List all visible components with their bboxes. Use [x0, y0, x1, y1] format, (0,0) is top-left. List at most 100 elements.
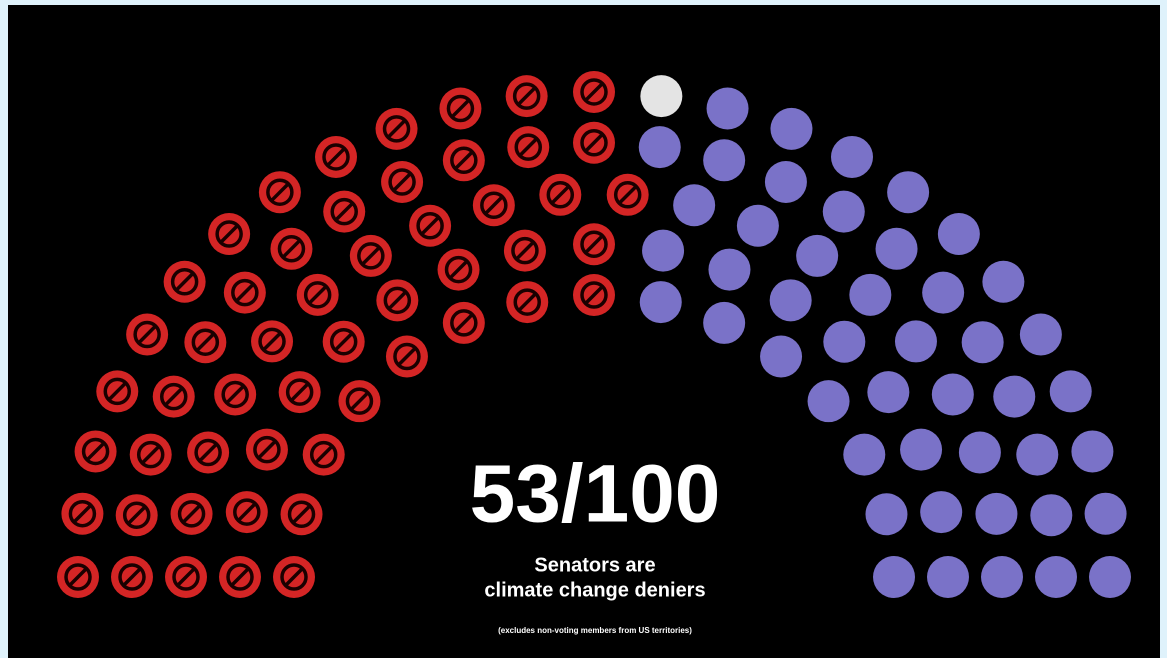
seat-dot [982, 260, 1025, 303]
seat [170, 492, 213, 535]
seat [887, 171, 930, 214]
seat-icon-slash [349, 391, 370, 411]
seat [223, 271, 266, 314]
seat [796, 234, 839, 277]
seat [769, 279, 812, 322]
seat-icon-ring [580, 230, 608, 258]
seat-icon-slash [237, 502, 257, 522]
seat [736, 204, 779, 247]
seat [219, 556, 261, 598]
seat-icon-slash [450, 98, 471, 119]
seat [507, 126, 550, 169]
seat-icon-slash [313, 444, 334, 465]
seat [822, 190, 865, 233]
seat [214, 373, 257, 416]
seat-icon-ring [233, 498, 261, 526]
seat-dot [887, 171, 930, 214]
seat-icon-ring [383, 286, 412, 315]
seat [270, 227, 313, 270]
seat [442, 301, 485, 344]
seat [375, 107, 418, 150]
seat-icon-slash [516, 86, 537, 106]
seat [129, 433, 172, 476]
seat-icon-ring [277, 235, 306, 263]
seat-icon-ring [221, 380, 249, 409]
seat [126, 313, 169, 356]
seat-icon-ring [446, 94, 475, 123]
seat [111, 556, 153, 598]
seat [831, 135, 873, 178]
seat-icon-slash [140, 444, 161, 465]
seat [278, 371, 321, 414]
seat [867, 371, 910, 414]
seat-icon-slash [387, 290, 408, 311]
seat-icon-slash [164, 386, 184, 407]
seat-dot [875, 227, 918, 270]
seat-dot [927, 556, 969, 598]
seat-icon-slash [326, 147, 346, 167]
seat [843, 433, 886, 476]
seat-dot [975, 492, 1018, 535]
seat [760, 335, 803, 378]
seat-icon-slash [454, 313, 474, 333]
seat-icon-slash [107, 381, 128, 402]
seat-icon-slash [307, 285, 328, 305]
seat-icon-ring [253, 435, 281, 464]
seat-icon-ring [416, 212, 444, 240]
seat-icon-slash [85, 441, 106, 462]
seat-icon-slash [361, 246, 381, 266]
seat [245, 428, 288, 471]
seat [764, 160, 807, 203]
seat-dot [920, 491, 963, 534]
seat [439, 87, 482, 130]
seat [642, 229, 685, 272]
seat [1016, 433, 1059, 476]
seat-icon-ring [514, 133, 543, 161]
seat-icon-slash [198, 442, 218, 463]
seat [975, 492, 1018, 535]
seat-icon-ring [444, 255, 473, 284]
seat-icon-slash [392, 172, 412, 192]
seat-icon-slash [386, 119, 407, 139]
seat-icon-ring [68, 499, 97, 528]
seat-icon-ring [285, 378, 314, 406]
seat-icon-slash [584, 132, 604, 153]
seat-icon-slash [515, 240, 535, 261]
seat-icon-slash [176, 567, 196, 587]
seat [381, 160, 424, 203]
seat-icon-ring [258, 327, 286, 356]
seat-icon-ring [512, 82, 541, 110]
seat-icon-slash [397, 346, 417, 367]
seat [922, 271, 965, 314]
seat [96, 370, 139, 413]
seat-dot [931, 373, 974, 416]
seat [296, 273, 339, 316]
seat [865, 493, 908, 536]
note: (excludes non-voting members from US ter… [498, 626, 692, 635]
seat-icon-ring [215, 220, 243, 248]
headline: 53/100 [470, 449, 721, 540]
seat-icon-ring [546, 181, 575, 209]
seat-dot [894, 320, 937, 363]
seat [280, 493, 323, 536]
seat [708, 248, 751, 291]
seat-dot [993, 375, 1036, 418]
seat [606, 173, 649, 216]
seat-icon-ring [613, 181, 642, 209]
seat-dot [703, 139, 746, 182]
seat-dot [1049, 370, 1092, 413]
seat-dot [770, 107, 813, 150]
seat [251, 320, 294, 363]
seat [875, 227, 918, 270]
seat-dot [958, 431, 1001, 474]
seat [349, 234, 392, 277]
seat [273, 556, 315, 598]
seat-icon-slash [448, 259, 469, 280]
seat [505, 75, 548, 118]
seat-dot [807, 380, 850, 423]
seat-dot [1035, 556, 1077, 598]
seat-icon-slash [195, 332, 216, 352]
seat-dot [1030, 494, 1073, 537]
seat-icon-ring [64, 563, 92, 591]
seat [1084, 492, 1127, 535]
